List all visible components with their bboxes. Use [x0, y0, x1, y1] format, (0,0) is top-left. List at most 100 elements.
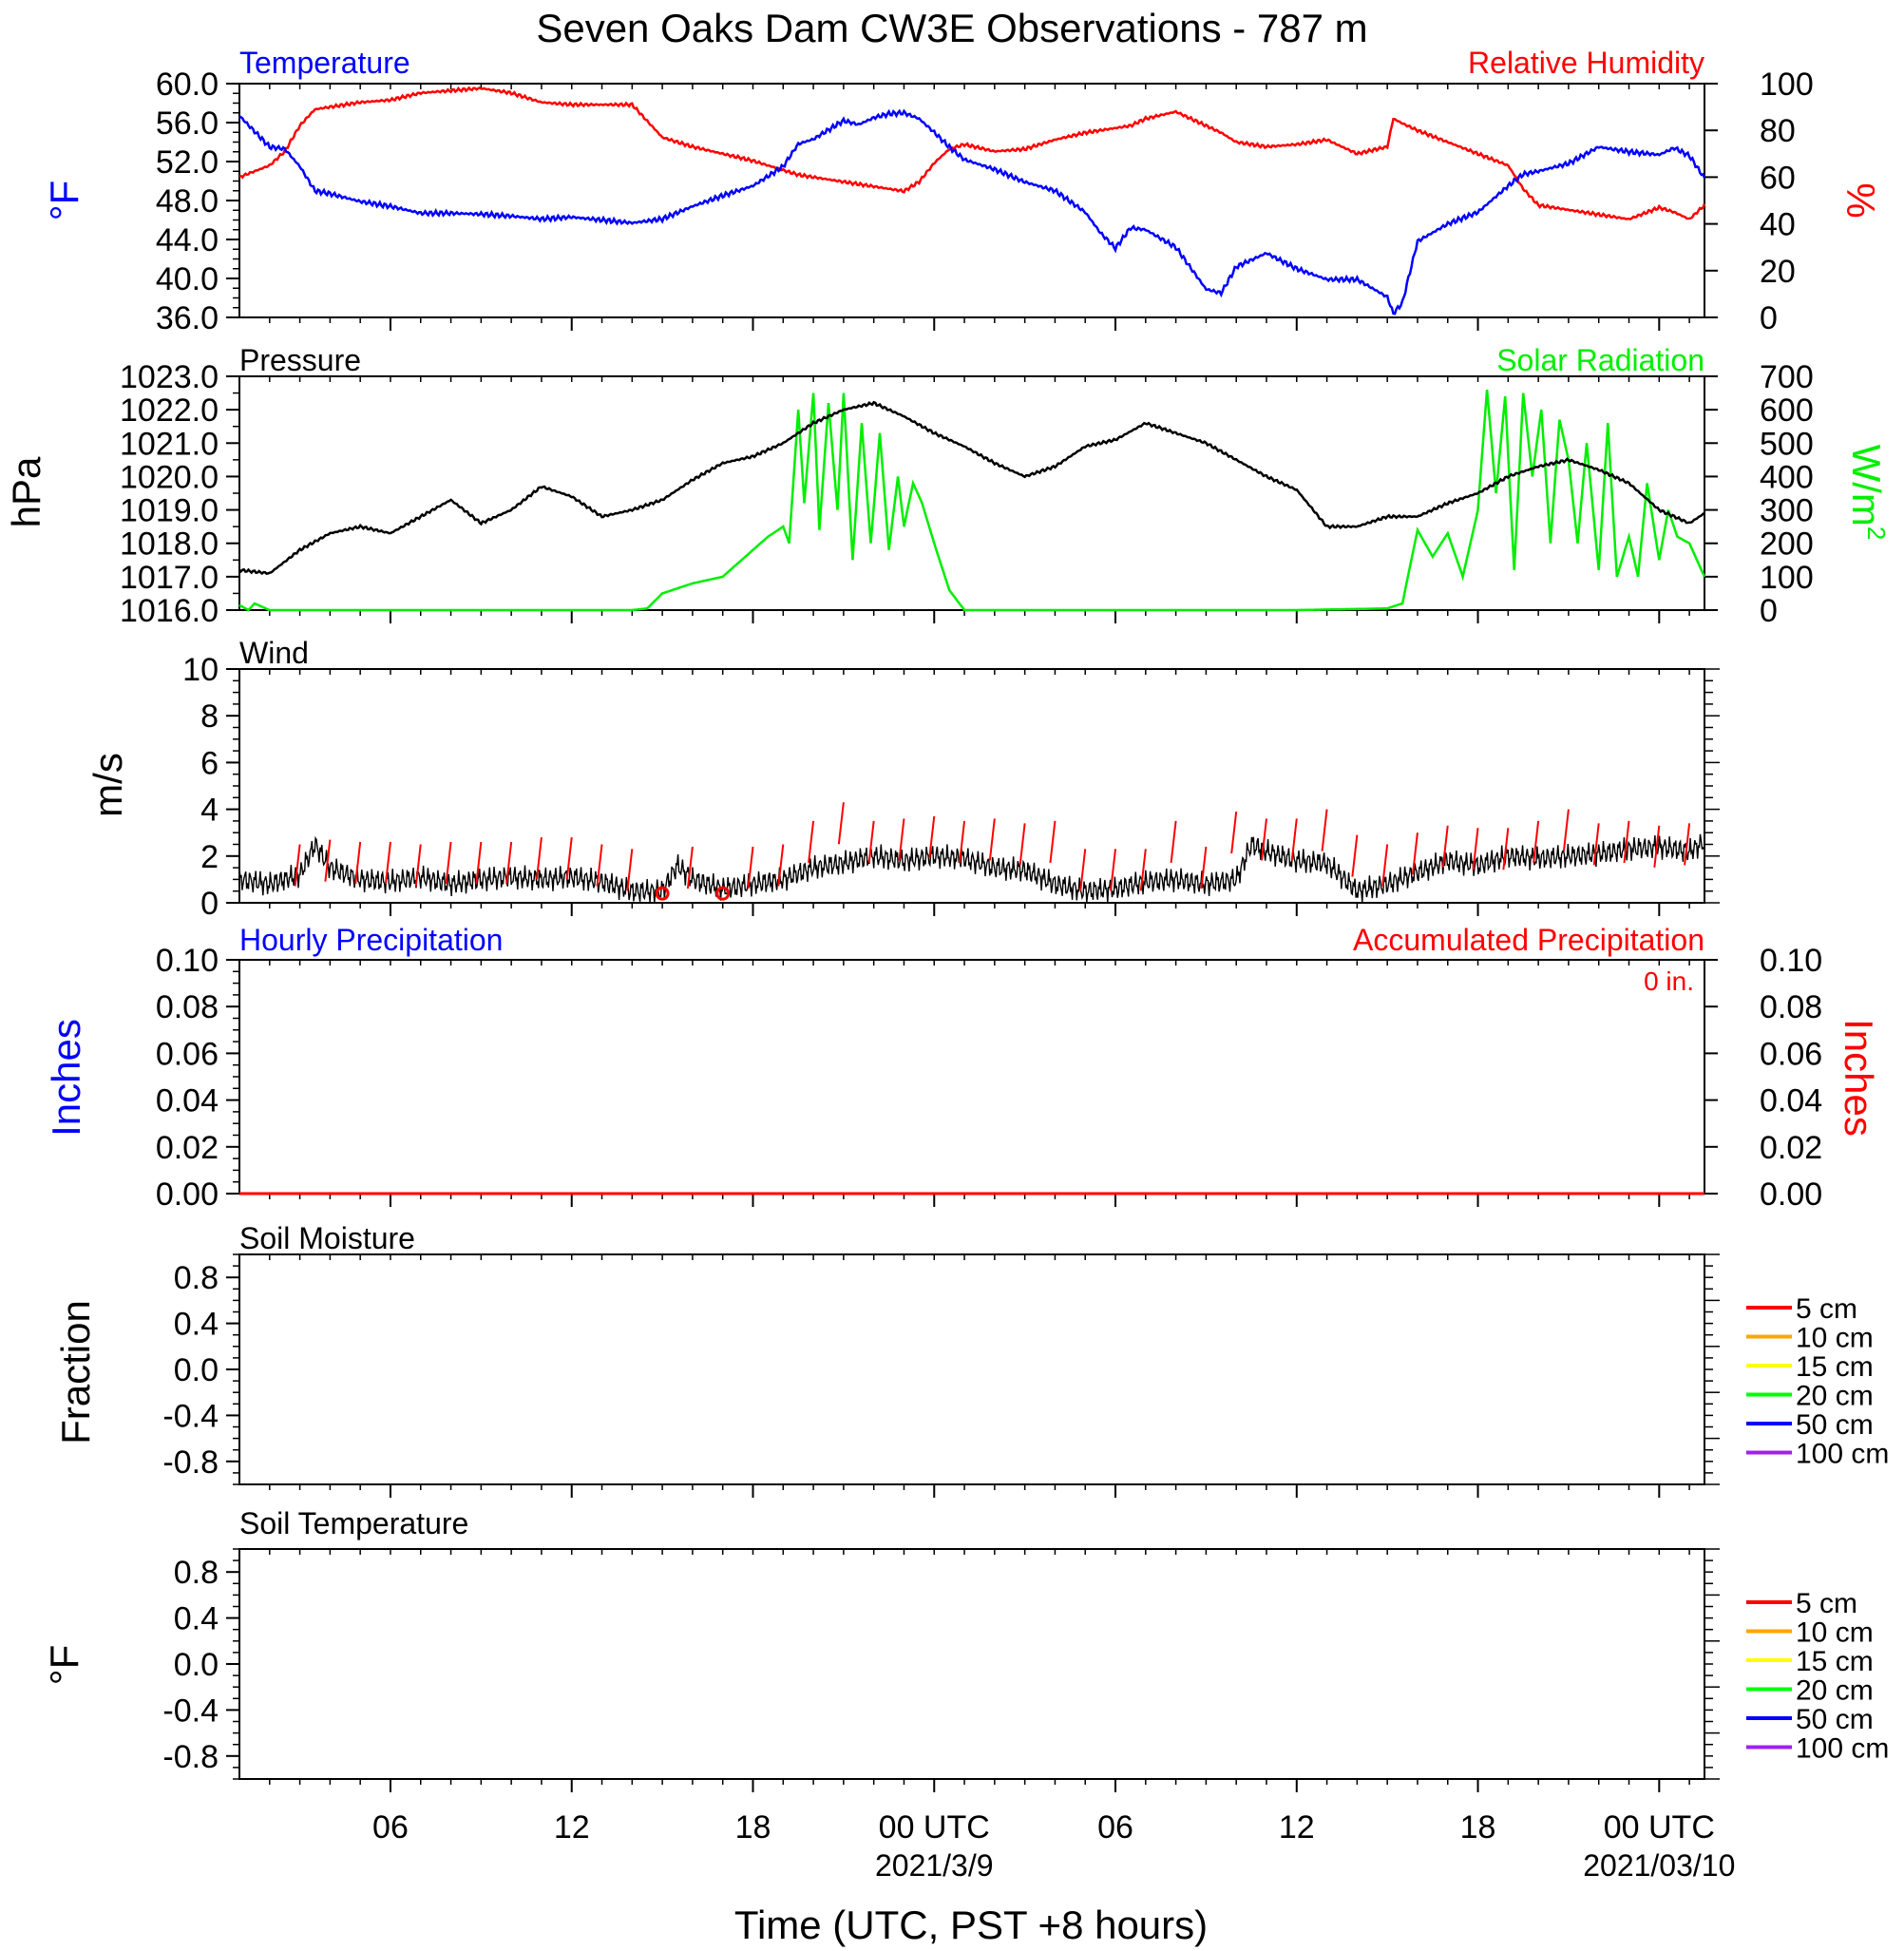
humidity-title: Relative Humidity: [1468, 46, 1704, 80]
y-left-tick-label: 1021.0: [120, 426, 219, 462]
y-left-tick-label: 60.0: [156, 67, 219, 103]
y-right-tick-label: 600: [1760, 392, 1814, 429]
wind-barb: [837, 802, 845, 845]
y-left-tick-label: 2: [200, 839, 219, 875]
y-left-tick-label: 8: [200, 698, 219, 735]
y-left-tick-label: 52.0: [156, 144, 219, 181]
x-tick-label: 00 UTC: [879, 1809, 990, 1846]
humidity-ylabel: %: [1838, 182, 1883, 218]
plot-frame: [238, 83, 1705, 318]
legend-label: 50 cm: [1796, 1704, 1874, 1735]
y-right-tick-label: 40: [1760, 207, 1796, 243]
y-left-tick-label: 0.06: [156, 1036, 219, 1072]
wind-barb: [747, 846, 754, 889]
legend-label: 5 cm: [1796, 1293, 1857, 1325]
pressure-title: Pressure: [239, 343, 361, 377]
legend-label: 20 cm: [1796, 1381, 1874, 1412]
wind-ylabel: m/s: [86, 753, 130, 817]
time-axis: Time (UTC, PST +8 hours) 06 12 18 00 UTC202…: [372, 1809, 1735, 1947]
y-left-tick-label: 40.0: [156, 261, 219, 297]
y-left-tick-label: 1018.0: [120, 526, 219, 563]
humidity-line: [238, 86, 1706, 220]
x-tick-label: 12: [1279, 1809, 1315, 1846]
soil-moisture-title: Soil Moisture: [239, 1221, 415, 1255]
legend-label: 20 cm: [1796, 1675, 1874, 1707]
y-left-tick-label: 6: [200, 745, 219, 781]
wind-barb: [1684, 823, 1691, 866]
legend-label: 5 cm: [1796, 1588, 1857, 1619]
wind-barb: [505, 841, 513, 885]
plot-frame: [238, 1548, 1705, 1780]
x-tick-label: 06: [1097, 1809, 1133, 1846]
legend-label: 10 cm: [1796, 1617, 1874, 1649]
soil-temperature-ylabel: °F: [42, 1645, 86, 1685]
y-left-tick-label: -0.8: [162, 1444, 219, 1481]
y-left-tick-label: 44.0: [156, 222, 219, 258]
wind-barb: [777, 844, 785, 887]
y-right-tick-label: 400: [1760, 459, 1814, 495]
y-right-tick-label: 0.02: [1760, 1130, 1822, 1166]
solar-title: Solar Radiation: [1496, 343, 1704, 377]
x-tick-label: 06: [372, 1809, 409, 1846]
wind-barb: [1592, 823, 1600, 866]
wind-barb: [959, 820, 966, 864]
wind-barb: [475, 841, 483, 885]
y-right-tick-label: 0: [1760, 593, 1778, 629]
wind-barb: [1411, 832, 1418, 875]
y-left-tick-label: -0.4: [162, 1398, 219, 1434]
wind-barb: [1049, 820, 1057, 864]
y-left-tick-label: 36.0: [156, 300, 219, 336]
y-right-tick-label: 0.06: [1760, 1036, 1822, 1072]
y-left-tick-label: -0.8: [162, 1739, 219, 1775]
y-left-tick-label: 0.8: [174, 1555, 219, 1591]
y-left-tick-label: 0.08: [156, 989, 219, 1025]
solar-ylabel-sup: 2: [1862, 526, 1891, 540]
y-right-tick-label: 20: [1760, 254, 1796, 290]
wind-title: Wind: [239, 636, 309, 670]
wind-barb: [1623, 820, 1630, 864]
x-tick-label: 00 UTC: [1604, 1809, 1715, 1846]
solar-ylabel: W/m2: [1844, 445, 1891, 541]
wind-barb: [988, 818, 996, 861]
wind-barb: [626, 849, 634, 891]
wind-barb: [1533, 820, 1540, 864]
legend-label: 100 cm: [1796, 1439, 1889, 1470]
y-left-tick-label: 0.4: [174, 1307, 219, 1343]
legend-label: 50 cm: [1796, 1409, 1874, 1441]
y-right-tick-label: 60: [1760, 160, 1796, 196]
temperature-line: [238, 108, 1706, 316]
accum-precip-total: 0 in.: [1644, 966, 1694, 996]
wind-calm-marker: [655, 886, 670, 901]
y-right-tick-label: 0.08: [1760, 989, 1822, 1025]
wind-barb: [1170, 820, 1177, 864]
y-left-tick-label: 4: [200, 793, 219, 829]
legend-label: 100 cm: [1796, 1733, 1889, 1765]
wind-barb: [1200, 846, 1208, 889]
pressure-solar-panel: Pressure Solar Radiation hPa W/m2 1023.0…: [4, 343, 1891, 629]
y-left-tick-label: 1020.0: [120, 459, 219, 495]
y-left-tick-label: 0.0: [174, 1647, 219, 1683]
time-axis-label: Time (UTC, PST +8 hours): [734, 1903, 1208, 1947]
y-left-tick-label: 0.8: [174, 1260, 219, 1296]
y-right-tick-label: 0: [1760, 300, 1778, 336]
y-left-tick-label: 1019.0: [120, 493, 219, 529]
wind-panel: Wind m/s 10 8 6 4 2 0: [86, 636, 1720, 922]
y-right-tick-label: 700: [1760, 359, 1814, 395]
x-tick-label: 12: [554, 1809, 590, 1846]
y-left-tick-label: 0.10: [156, 943, 219, 979]
y-left-tick-label: 0.4: [174, 1601, 219, 1637]
temperature-humidity-panel: Temperature Relative Humidity °F % 60.05…: [42, 46, 1883, 336]
wind-barb: [1351, 834, 1359, 877]
temperature-title: Temperature: [239, 46, 410, 80]
x-tick-label: 18: [1460, 1809, 1496, 1846]
y-right-tick-label: 200: [1760, 526, 1814, 563]
wind-barb: [535, 837, 543, 880]
chart-title: Seven Oaks Dam CW3E Observations - 787 m: [536, 6, 1367, 50]
accum-precip-ylabel: Inches: [1837, 1019, 1881, 1137]
y-left-tick-label: 0.04: [156, 1083, 219, 1119]
wind-barb: [867, 820, 875, 864]
plot-frame: [238, 1253, 1705, 1485]
wind-barb: [898, 818, 905, 861]
x-date-label: 2021/03/10: [1583, 1848, 1735, 1883]
wind-barb: [1110, 849, 1117, 891]
